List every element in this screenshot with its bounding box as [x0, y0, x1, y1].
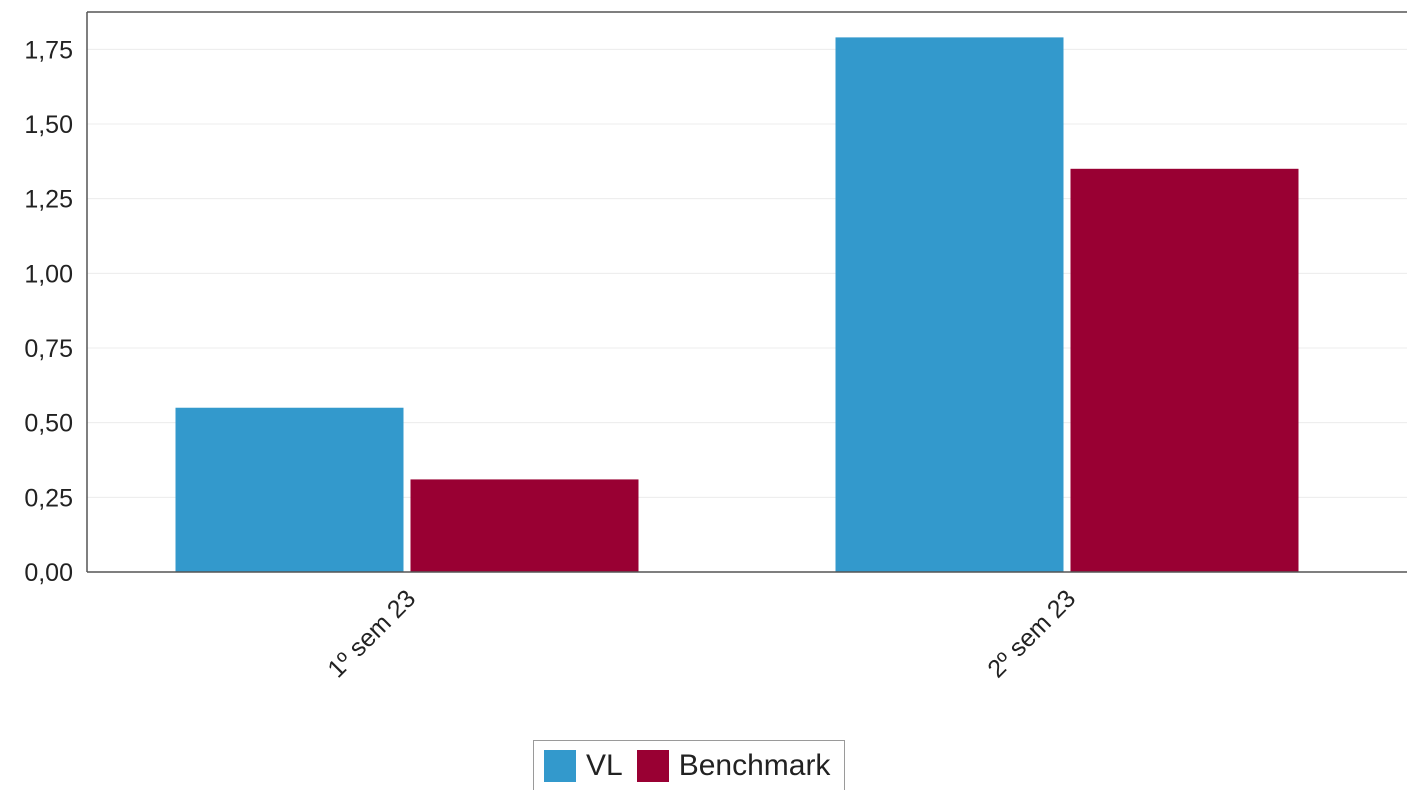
y-tick-label: 0,25 — [24, 484, 73, 512]
legend-label-benchmark: Benchmark — [678, 748, 831, 782]
x-axis-labels: 1º sem 23 2º sem 23 — [322, 584, 1081, 683]
bar-benchmark-2[interactable] — [1070, 168, 1299, 573]
legend-item-vl[interactable]: VL — [544, 749, 623, 783]
y-tick-label: 0,00 — [24, 559, 73, 587]
x-category-label: 2º sem 23 — [982, 584, 1081, 683]
y-tick-label: 1,00 — [24, 260, 73, 288]
bar-benchmark-1[interactable] — [410, 479, 639, 572]
bars — [175, 37, 1299, 573]
y-tick-label: 0,75 — [24, 335, 73, 363]
legend-label-vl: VL — [586, 748, 623, 782]
y-tick-label: 1,25 — [24, 186, 73, 214]
legend: VL Benchmark — [533, 740, 846, 790]
legend-swatch-vl — [544, 749, 576, 782]
y-tick-label: 0,50 — [24, 410, 73, 438]
bar-vl-2[interactable] — [835, 37, 1064, 573]
bar-vl-1[interactable] — [175, 407, 404, 572]
y-axis-ticks: 0,00 0,25 0,50 0,75 1,00 1,25 1,50 1,75 — [24, 36, 73, 587]
y-tick-label: 1,50 — [24, 111, 73, 139]
legend-item-benchmark[interactable]: Benchmark — [636, 748, 831, 783]
bar-chart: 0,00 0,25 0,50 0,75 1,00 1,25 1,50 1,75 1º sem … — [24, 11, 1407, 683]
legend-swatch-benchmark — [636, 749, 669, 782]
y-tick-label: 1,75 — [24, 36, 73, 64]
x-category-label: 1º sem 23 — [322, 584, 421, 683]
